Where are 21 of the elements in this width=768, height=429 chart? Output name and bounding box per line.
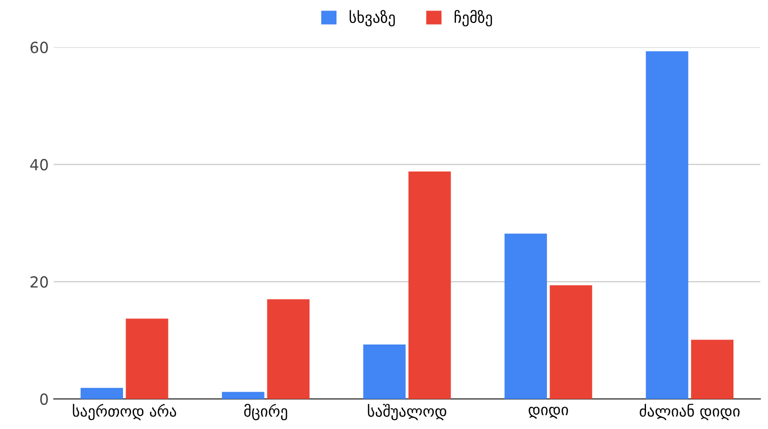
bar	[691, 340, 734, 399]
bar	[550, 285, 592, 399]
y-tick-label: 20	[30, 276, 48, 288]
x-tick-label: მცირე	[244, 404, 288, 420]
bar	[408, 171, 451, 399]
y-tick-label: 60	[30, 42, 48, 54]
legend-label: ჩემზე	[454, 10, 492, 26]
x-tick-label: ძალიან დიდი	[640, 404, 740, 420]
bar	[646, 51, 688, 399]
y-tick-label: 40	[30, 158, 48, 170]
bar	[267, 299, 310, 399]
x-tick-label: საერთოდ არა	[72, 404, 176, 420]
bar	[363, 344, 406, 399]
legend-label: სხვაზე	[350, 10, 395, 26]
bar	[80, 388, 124, 399]
x-tick-label: დიდი	[528, 406, 568, 419]
bar	[504, 234, 547, 399]
x-tick-label: საშუალოდ	[368, 404, 446, 420]
bar	[222, 392, 264, 399]
bar	[126, 318, 168, 399]
y-tick-label: 0	[40, 393, 48, 405]
